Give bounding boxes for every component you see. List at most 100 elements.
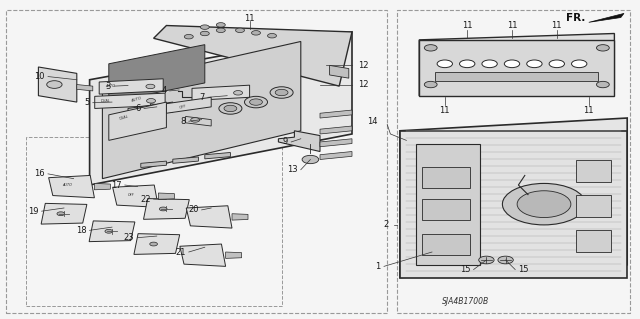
Polygon shape [419,33,614,96]
Text: 11: 11 [440,106,450,115]
Polygon shape [143,198,189,219]
Polygon shape [180,244,226,266]
Circle shape [479,256,494,264]
Polygon shape [77,85,93,91]
Circle shape [549,60,564,68]
Text: 21: 21 [175,248,186,256]
Polygon shape [173,157,198,163]
Polygon shape [192,85,250,100]
Circle shape [270,87,293,98]
Polygon shape [205,152,230,159]
Bar [422,199,470,220]
Text: OFF: OFF [128,193,134,197]
Circle shape [572,60,587,68]
Polygon shape [41,204,87,224]
Text: 15: 15 [518,265,529,274]
Text: AUTO: AUTO [131,96,143,103]
Text: 6: 6 [136,104,141,113]
Polygon shape [128,102,173,118]
Text: FR.: FR. [566,12,586,23]
Polygon shape [186,206,232,228]
Polygon shape [99,79,163,94]
Polygon shape [320,139,352,147]
Circle shape [216,23,225,27]
Circle shape [302,155,319,164]
Text: 1: 1 [376,262,381,271]
Circle shape [150,242,157,246]
Text: 16: 16 [34,169,45,178]
Text: 10: 10 [35,72,45,81]
Polygon shape [109,45,205,102]
Circle shape [57,212,65,216]
Text: 11: 11 [244,14,255,23]
Polygon shape [95,93,165,108]
Polygon shape [226,252,242,258]
Circle shape [517,191,571,218]
Circle shape [105,229,113,233]
Circle shape [236,28,244,33]
Polygon shape [159,193,174,199]
Text: DUAL: DUAL [101,99,111,103]
Bar [419,40,614,96]
Circle shape [191,118,200,122]
Text: 15: 15 [460,265,470,274]
Polygon shape [320,126,352,134]
Text: 14: 14 [367,117,378,126]
Polygon shape [134,234,180,255]
Bar [435,72,598,81]
Circle shape [504,60,520,68]
Circle shape [252,31,260,35]
Circle shape [498,256,513,264]
Text: 2: 2 [384,220,389,229]
Bar [576,160,611,182]
Text: AUTO: AUTO [62,183,72,187]
Bar [26,137,282,306]
Text: 11: 11 [584,106,594,115]
Text: 12: 12 [358,61,369,70]
Circle shape [200,31,209,36]
Text: 8: 8 [180,117,186,126]
Bar [6,10,387,313]
Text: 11: 11 [552,21,562,30]
Polygon shape [113,185,159,207]
Circle shape [216,28,225,33]
Text: 3: 3 [106,82,111,91]
Polygon shape [278,131,320,152]
Text: 11: 11 [507,21,517,30]
Text: 5: 5 [84,98,90,107]
Text: 17: 17 [111,181,122,189]
Bar [576,195,611,217]
Text: OFF: OFF [179,103,188,109]
Bar [416,144,480,265]
Circle shape [244,96,268,108]
Circle shape [219,103,242,114]
Text: AUTO: AUTO [106,85,115,88]
Circle shape [147,99,156,103]
Bar [422,234,470,255]
Polygon shape [90,32,352,185]
Polygon shape [320,152,352,160]
Text: DUAL: DUAL [118,114,129,121]
Circle shape [184,34,193,39]
Polygon shape [589,13,624,22]
Circle shape [275,89,288,96]
Polygon shape [166,97,211,113]
Circle shape [527,60,542,68]
Polygon shape [232,214,248,220]
Polygon shape [141,161,166,167]
Polygon shape [400,118,627,278]
Text: 13: 13 [287,165,298,174]
Circle shape [502,183,586,225]
Text: 12: 12 [358,80,369,89]
Text: 4: 4 [161,86,166,95]
Circle shape [596,45,609,51]
Polygon shape [49,175,95,198]
Circle shape [482,60,497,68]
Text: SJA4B1700B: SJA4B1700B [442,297,489,306]
Polygon shape [95,183,111,190]
Text: 9: 9 [283,137,288,146]
Bar [397,10,630,313]
Text: 23: 23 [124,233,134,242]
Circle shape [200,25,209,29]
Circle shape [234,91,243,95]
